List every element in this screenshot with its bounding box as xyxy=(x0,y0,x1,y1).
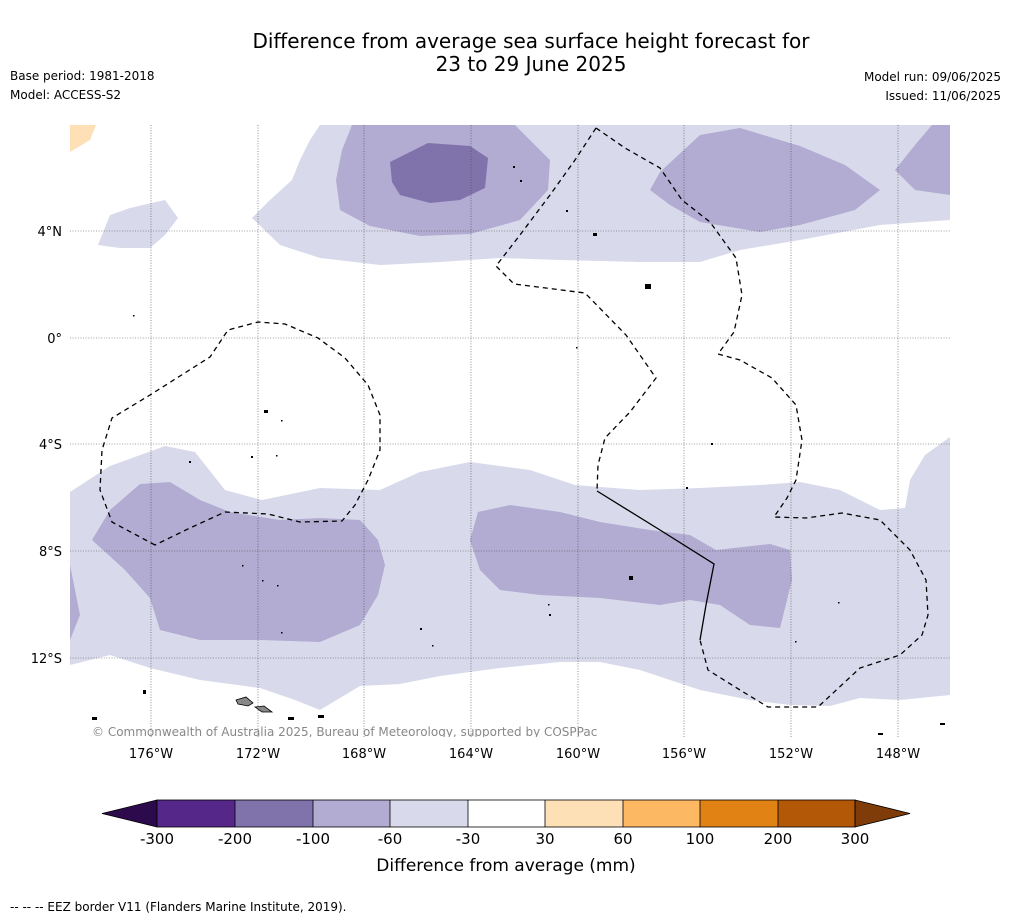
colorbar-tick: -30 xyxy=(456,830,481,848)
colorbar-segment xyxy=(778,800,855,827)
model-run: Model run: 09/06/2025 xyxy=(863,70,1001,84)
lat-label: 0° xyxy=(47,332,62,347)
lon-label: 168°W xyxy=(342,747,386,762)
colorbar-tick: 60 xyxy=(613,830,632,848)
colorbar-tick: -100 xyxy=(296,830,330,848)
model-name: Model: ACCESS-S2 xyxy=(10,88,122,102)
lat-label: 4°N xyxy=(38,225,63,240)
anomaly-plus30-60 xyxy=(70,125,96,152)
eez-borders xyxy=(99,127,929,708)
copyright-credit: © Commonwealth of Australia 2025, Bureau… xyxy=(92,725,597,739)
colorbar-extend-low xyxy=(101,799,158,828)
colorbar-ticks: -300 -200 -100 -60 -30 30 60 100 200 300 xyxy=(140,830,869,848)
latitude-labels: 4°N 0° 4°S 8°S 12°S xyxy=(31,225,62,667)
colorbar-segment xyxy=(313,800,390,827)
eez-footnote: -- -- -- EEZ border V11 (Flanders Marine… xyxy=(10,900,347,914)
lon-label: 152°W xyxy=(769,747,813,762)
lon-label: 148°W xyxy=(876,747,920,762)
map-area: © Commonwealth of Australia 2025, Bureau… xyxy=(70,125,950,739)
title-line-1: Difference from average sea surface heig… xyxy=(252,29,810,53)
lon-label: 160°W xyxy=(556,747,600,762)
colorbar-segment xyxy=(235,800,313,827)
colorbar-segment xyxy=(157,800,235,827)
samoa-islands xyxy=(235,696,274,713)
map-title: Difference from average sea surface heig… xyxy=(150,30,912,76)
colorbar-tick: -200 xyxy=(218,830,252,848)
eez-solid-border xyxy=(596,490,715,641)
colorbar-tick: 300 xyxy=(841,830,870,848)
colorbar-tick: -300 xyxy=(140,830,174,848)
colorbar-segment xyxy=(390,800,468,827)
colorbar-dividers xyxy=(234,800,779,827)
lon-label: 156°W xyxy=(662,747,706,762)
colorbar-title: Difference from average (mm) xyxy=(376,856,635,876)
colorbar-tick: 30 xyxy=(535,830,554,848)
colorbar-segment xyxy=(468,800,545,827)
colorbar-segment xyxy=(545,800,623,827)
colorbar-extend-high xyxy=(854,799,911,828)
islands xyxy=(92,166,945,735)
colorbar: -300 -200 -100 -60 -30 30 60 100 200 300… xyxy=(101,799,911,876)
colorbar-tick: 200 xyxy=(764,830,793,848)
colorbar-tick: 100 xyxy=(686,830,715,848)
colorbar-tick: -60 xyxy=(378,830,403,848)
graticule xyxy=(70,125,950,737)
lat-label: 8°S xyxy=(39,545,62,560)
title-line-2: 23 to 29 June 2025 xyxy=(435,52,627,76)
lat-label: 4°S xyxy=(39,438,62,453)
anomaly-minus200-100 xyxy=(390,143,488,203)
colorbar-outline xyxy=(156,799,856,828)
longitude-labels: 176°W 172°W 168°W 164°W 160°W 156°W 152°… xyxy=(129,747,920,762)
lon-label: 176°W xyxy=(129,747,173,762)
colorbar-segment xyxy=(700,800,778,827)
colorbar-segment xyxy=(623,800,700,827)
issued-date: Issued: 11/06/2025 xyxy=(885,89,1001,103)
anomaly-minus100-60 xyxy=(70,125,950,642)
lon-label: 164°W xyxy=(449,747,493,762)
base-period: Base period: 1981-2018 xyxy=(10,69,155,83)
lat-label: 12°S xyxy=(31,652,62,667)
lon-label: 172°W xyxy=(236,747,280,762)
